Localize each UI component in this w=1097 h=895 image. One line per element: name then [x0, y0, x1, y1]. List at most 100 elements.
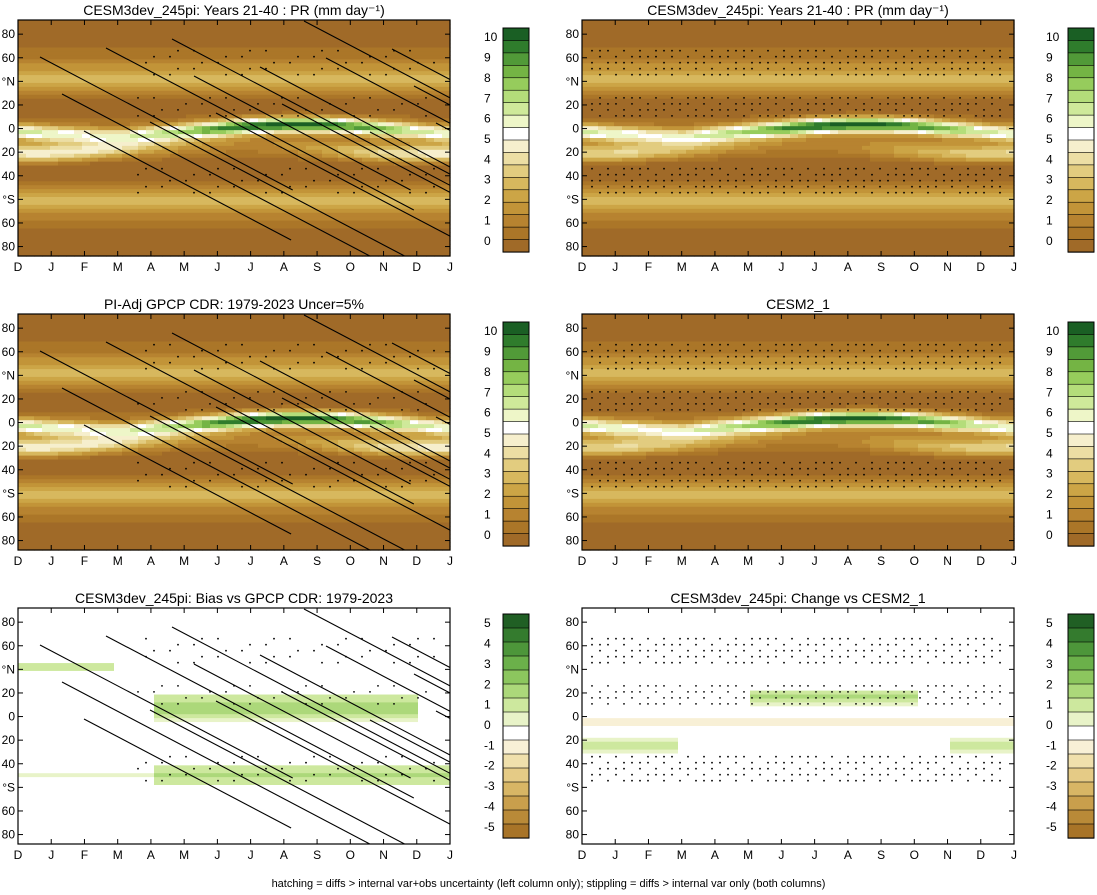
heatmap-cell	[154, 169, 163, 174]
heatmap-cell	[726, 59, 735, 64]
heatmap-cell	[338, 141, 347, 147]
heatmap-cell	[362, 130, 371, 135]
heatmap-cell	[282, 149, 291, 155]
heatmap-cell	[146, 208, 155, 214]
heatmap-cell	[146, 20, 155, 25]
heatmap-cell	[290, 232, 299, 237]
heatmap-cell	[322, 208, 331, 214]
heatmap-cell	[154, 208, 163, 214]
heatmap-cell	[82, 153, 91, 159]
heatmap-cell	[50, 200, 59, 206]
heatmap-cell	[322, 79, 331, 84]
heatmap-cell	[734, 134, 743, 139]
heatmap-cell	[410, 149, 419, 155]
heatmap-cell	[766, 208, 775, 214]
heatmap-cell	[378, 130, 387, 135]
heatmap-cell	[242, 118, 251, 123]
heatmap-cell	[66, 63, 75, 68]
heatmap-cell	[114, 200, 123, 206]
heatmap-cell	[98, 244, 107, 249]
heatmap-cell	[434, 98, 443, 104]
heatmap-cell	[306, 248, 315, 253]
heatmap-cell	[434, 23, 443, 29]
heatmap-cell	[58, 157, 67, 163]
heatmap-cell	[614, 47, 623, 53]
heatmap-cell	[606, 98, 615, 104]
heatmap-cell	[630, 216, 639, 222]
heatmap-cell	[162, 20, 171, 25]
heatmap-cell	[130, 165, 139, 171]
heatmap-cell	[74, 55, 83, 60]
heatmap-cell	[646, 134, 655, 139]
heatmap-cell	[218, 189, 227, 194]
heatmap-cell	[130, 244, 139, 249]
heatmap-cell	[694, 236, 703, 241]
heatmap-cell	[218, 47, 227, 53]
heatmap-cell	[122, 248, 131, 253]
heatmap-cell	[26, 228, 35, 233]
heatmap-cell	[718, 94, 727, 100]
heatmap-cell	[178, 153, 187, 159]
heatmap-cell	[186, 63, 195, 68]
heatmap-cell	[258, 106, 267, 112]
heatmap-cell	[370, 240, 379, 245]
heatmap-cell	[282, 98, 291, 104]
heatmap-cell	[434, 248, 443, 253]
heatmap-cell	[630, 110, 639, 115]
heatmap-cell	[154, 138, 163, 143]
heatmap-cell	[758, 138, 767, 143]
heatmap-cell	[442, 153, 451, 159]
heatmap-cell	[266, 224, 275, 230]
heatmap-cell	[766, 130, 775, 135]
heatmap-cell	[394, 82, 403, 88]
heatmap-cell	[622, 153, 631, 159]
heatmap-cell	[122, 39, 131, 45]
heatmap-cell	[154, 82, 163, 88]
heatmap-cell	[378, 126, 387, 131]
heatmap-cell	[138, 71, 147, 76]
heatmap-cell	[346, 197, 355, 202]
heatmap-cell	[218, 141, 227, 147]
heatmap-cell	[370, 204, 379, 210]
heatmap-cell	[402, 208, 411, 214]
heatmap-cell	[114, 204, 123, 210]
heatmap-cell	[298, 208, 307, 214]
heatmap-cell	[74, 134, 83, 139]
heatmap-cell	[34, 157, 43, 163]
heatmap-cell	[82, 47, 91, 53]
heatmap-cell	[106, 228, 115, 233]
heatmap-cell	[106, 23, 115, 29]
heatmap-cell	[258, 114, 267, 119]
heatmap-cell	[194, 43, 203, 49]
heatmap-cell	[314, 161, 323, 167]
heatmap-cell	[314, 224, 323, 230]
heatmap-cell	[742, 102, 751, 108]
heatmap-cell	[734, 63, 743, 68]
heatmap-cell	[74, 114, 83, 119]
heatmap-cell	[718, 165, 727, 171]
heatmap-cell	[686, 149, 695, 155]
heatmap-cell	[678, 20, 687, 25]
heatmap-cell	[702, 173, 711, 178]
heatmap-cell	[290, 177, 299, 182]
heatmap-cell	[694, 31, 703, 37]
heatmap-cell	[138, 248, 147, 253]
heatmap-cell	[726, 67, 735, 72]
heatmap-cell	[774, 161, 783, 167]
heatmap-cell	[750, 134, 759, 139]
heatmap-cell	[170, 204, 179, 210]
heatmap-cell	[346, 59, 355, 64]
heatmap-cell	[378, 189, 387, 194]
heatmap-cell	[274, 82, 283, 88]
heatmap-cell	[74, 161, 83, 167]
heatmap-cell	[122, 138, 131, 143]
heatmap-cell	[362, 63, 371, 68]
heatmap-cell	[742, 39, 751, 45]
heatmap-cell	[418, 145, 427, 151]
heatmap-cell	[26, 110, 35, 115]
heatmap-cell	[50, 197, 59, 202]
heatmap-cell	[34, 193, 43, 198]
heatmap-cell	[130, 212, 139, 218]
heatmap-cell	[274, 86, 283, 92]
heatmap-cell	[194, 51, 203, 56]
